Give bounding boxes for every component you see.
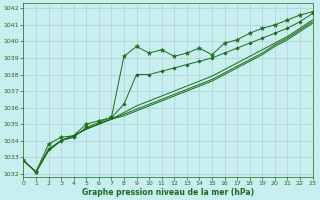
X-axis label: Graphe pression niveau de la mer (hPa): Graphe pression niveau de la mer (hPa) <box>82 188 254 197</box>
